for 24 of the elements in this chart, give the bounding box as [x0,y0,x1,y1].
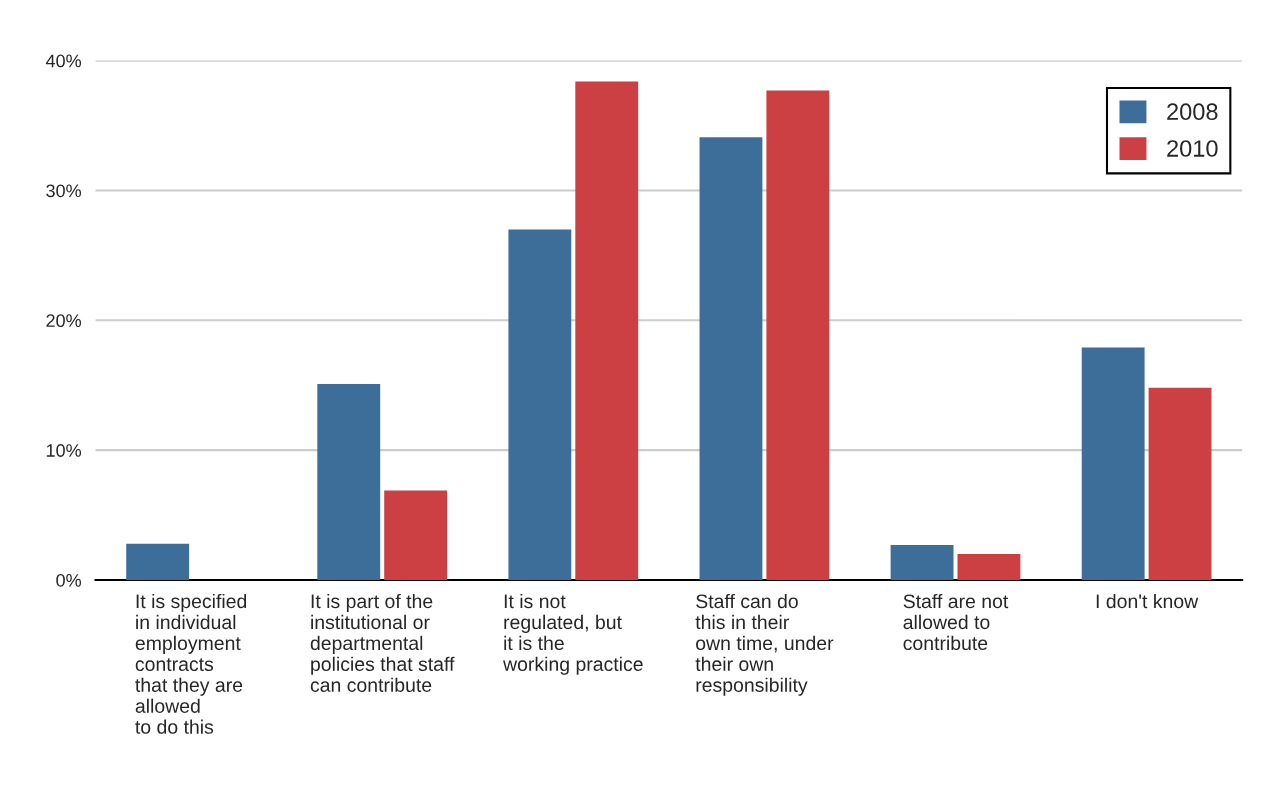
y-tick-label: 0% [56,573,82,587]
bar [699,137,763,581]
y-tick-label: 30% [46,184,82,198]
bar [384,490,448,581]
x-tick-label: It is specified in individual employment contracts that they are allowed to do this [135,593,247,734]
y-tick-label: 20% [46,314,82,328]
x-tick-label: It is not regulated, but it is the working practice [503,593,643,675]
x-tick-label: Staff can do this in their own time, under their own responsibility [695,593,834,696]
y-tick-label: 40% [45,54,82,68]
x-tick-label: It is part of the institutional or departmental policies that staff can contribute [310,593,455,692]
bar [957,554,1021,581]
bar [575,81,639,581]
y-tick-label: 10% [46,444,82,457]
legend-label: 2010 [1167,140,1218,157]
bar [317,383,381,581]
x-tick-label: Staff are not allowed to contribute [903,593,1009,651]
bar [508,229,572,581]
x-tick-label: I don't know [1096,593,1199,609]
bar [766,90,830,581]
bar [1148,387,1212,581]
legend-label: 2008 [1167,103,1218,121]
bar [890,544,954,581]
bar [1081,347,1145,581]
bar [126,543,190,581]
